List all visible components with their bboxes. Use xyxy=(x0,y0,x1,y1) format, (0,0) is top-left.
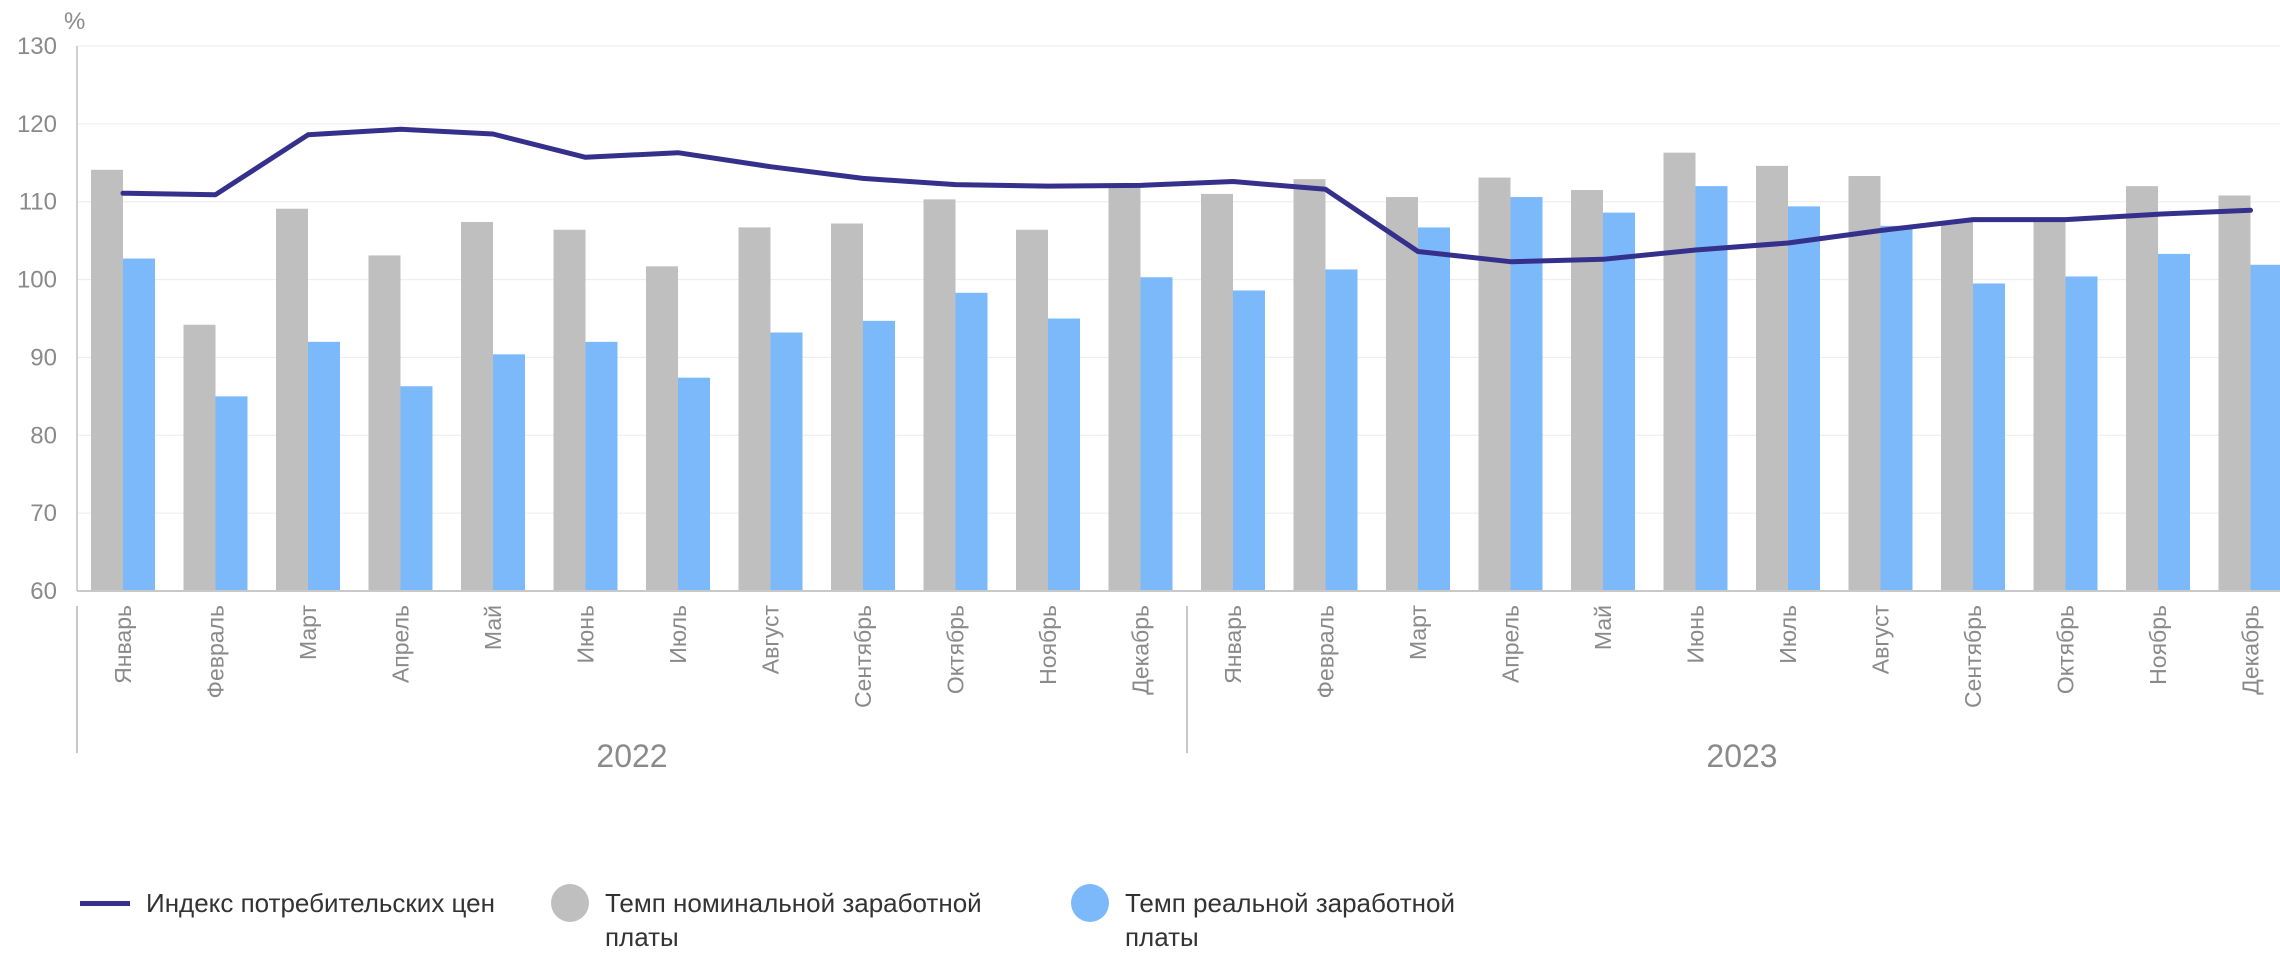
y-tick-label: 110 xyxy=(19,189,57,216)
bar-real xyxy=(586,342,618,591)
x-tick-label: Июль xyxy=(1775,605,1801,664)
x-tick-label: Декабрь xyxy=(2238,605,2264,695)
bar-real xyxy=(863,321,895,591)
y-tick-label: 130 xyxy=(17,33,57,60)
x-tick-label: Май xyxy=(480,605,506,650)
x-tick-label: Ноябрь xyxy=(2145,605,2171,685)
bar-nominal xyxy=(924,199,956,591)
bar-real xyxy=(123,259,155,591)
bar-real xyxy=(956,293,988,591)
year-label: 2022 xyxy=(596,738,667,774)
x-tick-label: Сентябрь xyxy=(850,605,876,708)
cpi-line-layer xyxy=(123,129,2251,261)
x-tick-label: Октябрь xyxy=(2053,605,2079,694)
legend-label-nominal: Темп номинальной заработной платы xyxy=(605,886,1015,954)
x-tick-label: Апрель xyxy=(1498,605,1524,683)
legend-label-real: Темп реальной заработной платы xyxy=(1125,886,1535,954)
bar-real xyxy=(216,396,248,591)
x-tick-label: Февраль xyxy=(203,605,229,698)
bar-nominal xyxy=(1294,179,1326,591)
bar-nominal xyxy=(2126,186,2158,591)
legend-swatch-nominal xyxy=(551,884,589,922)
bar-real xyxy=(1418,227,1450,591)
bar-nominal xyxy=(1016,230,1048,591)
y-tick-label: 100 xyxy=(17,267,57,294)
x-tick-label: Июль xyxy=(665,605,691,664)
bar-nominal xyxy=(1386,197,1418,591)
bar-nominal xyxy=(1201,194,1233,591)
bar-real xyxy=(1141,277,1173,591)
y-tick-label: 90 xyxy=(30,344,57,371)
bar-real xyxy=(493,354,525,591)
legend-label-cpi: Индекс потребительских цен xyxy=(146,886,495,920)
bar-nominal xyxy=(2034,222,2066,591)
legend-item-cpi: Индекс потребительских цен xyxy=(80,886,495,920)
bar-nominal xyxy=(646,266,678,591)
bar-nominal xyxy=(2219,195,2251,591)
bar-nominal xyxy=(184,325,216,591)
bars xyxy=(91,153,2280,591)
bar-real xyxy=(2158,254,2190,591)
x-tick-label: Апрель xyxy=(388,605,414,683)
bar-real xyxy=(1973,283,2005,591)
legend-swatch-real xyxy=(1071,884,1109,922)
bar-real xyxy=(1603,213,1635,591)
x-tick-label: Август xyxy=(758,605,784,675)
x-tick-label: Март xyxy=(1405,605,1431,660)
bar-real xyxy=(678,378,710,591)
x-tick-label: Ноябрь xyxy=(1035,605,1061,685)
bar-nominal xyxy=(276,209,308,591)
bar-nominal xyxy=(739,227,771,591)
x-tick-label: Декабрь xyxy=(1128,605,1154,695)
bar-real xyxy=(1788,206,1820,591)
bar-real xyxy=(1048,319,1080,592)
bar-real xyxy=(1326,269,1358,591)
x-tick-label: Январь xyxy=(1220,605,1246,684)
bar-nominal xyxy=(1571,190,1603,591)
bar-nominal xyxy=(1664,153,1696,591)
y-tick-label: 120 xyxy=(17,111,57,138)
bar-nominal xyxy=(369,255,401,591)
legend-swatch-cpi xyxy=(80,901,130,906)
bar-nominal xyxy=(1941,222,1973,591)
bar-nominal xyxy=(831,224,863,591)
bar-real xyxy=(2251,265,2280,591)
bar-nominal xyxy=(91,170,123,591)
x-tick-label: Сентябрь xyxy=(1960,605,1986,708)
bar-real xyxy=(2066,276,2098,591)
bar-nominal xyxy=(1849,176,1881,591)
bar-nominal xyxy=(1756,166,1788,591)
bar-nominal xyxy=(554,230,586,591)
legend-item-real: Темп реальной заработной платы xyxy=(1071,886,1535,954)
bar-nominal xyxy=(461,222,493,591)
bar-real xyxy=(308,342,340,591)
bar-real xyxy=(1511,197,1543,591)
x-tick-label: Август xyxy=(1868,605,1894,675)
x-tick-label: Январь xyxy=(110,605,136,684)
x-tick-label: Июнь xyxy=(1683,605,1709,663)
x-tick-label: Июнь xyxy=(573,605,599,663)
bar-real xyxy=(401,386,433,591)
x-tick-label: Май xyxy=(1590,605,1616,650)
bar-nominal xyxy=(1109,185,1141,591)
y-tick-label: 70 xyxy=(30,500,57,527)
year-label: 2023 xyxy=(1706,738,1777,774)
x-tick-label: Февраль xyxy=(1313,605,1339,698)
y-unit-label: % xyxy=(64,8,85,35)
bar-real xyxy=(771,333,803,591)
bar-nominal xyxy=(1479,178,1511,591)
y-tick-label: 80 xyxy=(30,422,57,449)
cpi-line xyxy=(123,129,2251,261)
legend-item-nominal: Темп номинальной заработной платы xyxy=(551,886,1015,954)
y-tick-label: 60 xyxy=(30,578,57,605)
x-tick-label: Март xyxy=(295,605,321,660)
bar-real xyxy=(1233,290,1265,591)
bar-real xyxy=(1881,226,1913,591)
legend: Индекс потребительских цен Темп номиналь… xyxy=(80,886,1591,954)
x-tick-label: Октябрь xyxy=(943,605,969,694)
